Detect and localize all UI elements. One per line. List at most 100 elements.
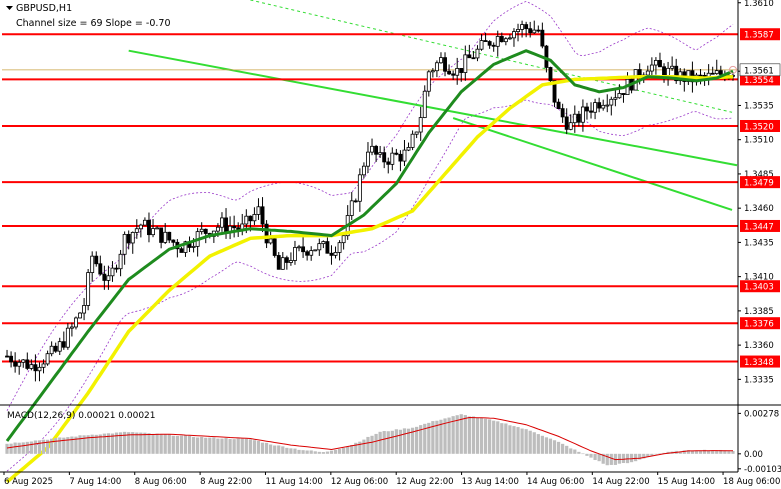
candle-body	[21, 359, 26, 363]
candle	[341, 233, 346, 250]
macd-histogram-bar	[33, 440, 38, 454]
candle	[134, 219, 139, 239]
macd-histogram-bar	[37, 440, 42, 454]
macd-histogram-bar	[337, 448, 342, 454]
candle	[293, 240, 297, 265]
candle-body	[268, 238, 273, 244]
candle	[276, 252, 281, 270]
macd-histogram-bar	[317, 451, 321, 454]
candle	[410, 130, 415, 151]
candle	[390, 147, 395, 171]
candle-body	[451, 73, 456, 76]
candle	[138, 223, 143, 238]
candle-body	[13, 361, 18, 367]
candle	[29, 359, 34, 371]
upper-band-line	[6, 0, 734, 411]
candle-body	[147, 219, 151, 236]
candle-body	[479, 40, 484, 50]
candle-body	[398, 153, 403, 162]
candle-body	[69, 326, 74, 329]
candle-body	[86, 272, 91, 306]
candle-body	[122, 233, 127, 255]
candle-body	[349, 200, 354, 216]
candle	[422, 85, 427, 119]
candle	[487, 40, 492, 49]
candle	[69, 322, 74, 337]
macd-histogram-bar	[524, 429, 528, 454]
candle-body	[471, 57, 476, 60]
candle	[540, 22, 545, 49]
macd-histogram-bar	[410, 427, 415, 454]
candle	[159, 227, 164, 249]
candle	[321, 240, 326, 249]
macd-histogram-bar	[187, 435, 192, 454]
macd-histogram-bar	[118, 432, 123, 454]
candle-body	[321, 241, 326, 245]
macd-histogram-bar	[475, 417, 480, 454]
candle-body	[317, 243, 322, 251]
candle-body	[503, 38, 508, 43]
level-price-label: 1.3403	[744, 283, 774, 293]
candle-body	[447, 70, 452, 75]
candle-body	[114, 267, 119, 270]
candle-body	[248, 215, 253, 222]
candle	[337, 240, 342, 261]
candle-body	[159, 227, 164, 243]
macd-histogram-bar	[285, 447, 289, 454]
time-tick-label: 14 Aug 22:00	[592, 477, 649, 487]
candle-body	[220, 217, 224, 228]
macd-histogram-bar	[342, 447, 346, 454]
macd-histogram-bar	[297, 449, 301, 454]
macd-histogram-bar	[682, 450, 686, 454]
candle-body	[305, 251, 310, 256]
level-price-tag	[740, 176, 780, 189]
macd-histogram-bar	[609, 453, 613, 465]
candle-body	[463, 54, 468, 73]
macd-histogram-bar	[183, 435, 188, 454]
macd-histogram-bar	[354, 442, 358, 454]
candle-body	[25, 359, 30, 369]
macd-histogram-bar	[686, 450, 690, 454]
macd-histogram-bar	[694, 450, 699, 454]
candle-body	[495, 36, 500, 47]
macd-histogram-bar	[455, 415, 459, 454]
candle	[585, 102, 589, 120]
candle-body	[94, 255, 99, 265]
level-price-tag	[740, 28, 780, 41]
candle-body	[49, 345, 54, 355]
macd-histogram-bar	[431, 421, 435, 454]
macd-histogram-bar	[289, 448, 293, 454]
macd-histogram-bar	[98, 434, 102, 454]
candle	[710, 66, 715, 75]
macd-histogram-bar	[702, 449, 707, 454]
candle	[25, 352, 30, 371]
macd-histogram-bar	[646, 453, 650, 457]
macd-histogram-bar	[200, 436, 204, 454]
last-price-marker	[728, 65, 737, 74]
candle-body	[467, 54, 472, 59]
macd-histogram-bar	[463, 415, 467, 454]
candle	[471, 50, 476, 60]
candle-body	[483, 40, 488, 42]
candle-body	[224, 217, 228, 233]
macd-histogram-bar	[86, 435, 90, 454]
candle	[220, 212, 224, 232]
candle-body	[422, 90, 427, 118]
dropdown-arrow-icon[interactable]	[6, 6, 13, 10]
macd-histogram-bar	[731, 450, 735, 454]
macd-histogram-bar	[565, 445, 569, 454]
candle-body	[256, 206, 261, 215]
candle	[613, 89, 618, 107]
time-tick-label: 11 Aug 14:00	[265, 477, 322, 487]
candle	[398, 150, 403, 172]
candle	[714, 59, 719, 75]
macd-histogram-bar	[123, 431, 127, 454]
candle-body	[37, 366, 42, 372]
candle-body	[653, 60, 658, 66]
level-price-tag	[740, 73, 780, 86]
macd-histogram-bar	[62, 437, 66, 454]
chart-axes	[0, 0, 739, 473]
macd-histogram-bar	[467, 416, 471, 454]
candle-body	[126, 233, 131, 244]
candle-body	[524, 24, 529, 30]
